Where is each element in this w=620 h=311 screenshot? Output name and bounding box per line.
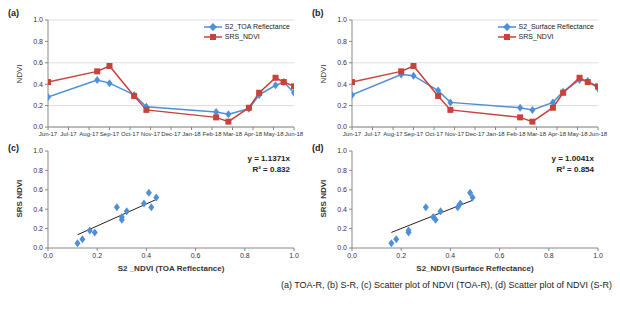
html-text:(c): (c): [8, 143, 19, 153]
svg-text:0.0: 0.0: [33, 244, 43, 251]
svg-text:Oct-17: Oct-17: [425, 131, 444, 137]
svg-text:1.0: 1.0: [337, 16, 347, 23]
html-text:S2_TOA Reflectance: S2_TOA Reflectance: [224, 23, 290, 30]
svg-text:Jul-17: Jul-17: [364, 131, 381, 137]
svg-text:Apr-18: Apr-18: [244, 131, 263, 137]
svg-text:1.0: 1.0: [33, 147, 43, 154]
svg-text:SRS NDVI: SRS NDVI: [319, 180, 328, 218]
svg-text:Sep-17: Sep-17: [404, 131, 424, 137]
svg-text:Oct-17: Oct-17: [121, 131, 140, 137]
html-text:R² = 0.832: R² = 0.832: [252, 165, 290, 174]
svg-text:NDVI: NDVI: [319, 64, 328, 83]
svg-text:0.4: 0.4: [446, 252, 456, 259]
svg-text:0.2: 0.2: [33, 102, 43, 109]
html-text:SRS_NDVI: SRS_NDVI: [518, 33, 554, 40]
svg-text:Jun-17: Jun-17: [343, 131, 362, 137]
html-text:(a): (a): [8, 8, 19, 18]
svg-text:Nov-17: Nov-17: [445, 131, 465, 137]
svg-text:0.6: 0.6: [337, 186, 347, 193]
svg-text:Sep-17: Sep-17: [100, 131, 120, 137]
svg-text:0.4: 0.4: [33, 206, 43, 213]
svg-text:Dec-17: Dec-17: [161, 131, 181, 137]
svg-text:0.6: 0.6: [191, 252, 201, 259]
html-text:y = 1.1371x: y = 1.1371x: [247, 154, 290, 163]
svg-text:Jan-18: Jan-18: [182, 131, 201, 137]
svg-text:SRS NDVI: SRS NDVI: [15, 180, 24, 218]
svg-text:Aug-17: Aug-17: [383, 131, 403, 137]
html-text:(b): (b): [312, 8, 324, 18]
html-text:(a) TOA-R, (b) S-R, (c) Scatte: (a) TOA-R, (b) S-R, (c) Scatter plot of …: [280, 280, 612, 290]
html-text:(d): (d): [312, 143, 324, 153]
svg-text:Jun-18: Jun-18: [589, 131, 608, 137]
svg-text:1.0: 1.0: [593, 252, 603, 259]
svg-text:S2 _NDVI (TOA Reflectance): S2 _NDVI (TOA Reflectance): [118, 264, 225, 273]
svg-text:0.2: 0.2: [92, 252, 102, 259]
svg-text:Dec-17: Dec-17: [465, 131, 485, 137]
svg-text:1.0: 1.0: [337, 147, 347, 154]
svg-text:0.4: 0.4: [142, 252, 152, 259]
svg-text:Jul-17: Jul-17: [60, 131, 77, 137]
svg-text:0.6: 0.6: [337, 59, 347, 66]
svg-text:0.8: 0.8: [544, 252, 554, 259]
svg-text:0.8: 0.8: [337, 167, 347, 174]
svg-text:Jun-17: Jun-17: [39, 131, 58, 137]
svg-text:0.8: 0.8: [240, 252, 250, 259]
html-text:S2_Surface Reflectance: S2_Surface Reflectance: [518, 23, 594, 30]
html-text:y = 1.0041x: y = 1.0041x: [551, 154, 594, 163]
svg-text:Apr-18: Apr-18: [548, 131, 567, 137]
svg-text:1.0: 1.0: [33, 16, 43, 23]
html-text:SRS_NDVI: SRS_NDVI: [224, 33, 260, 40]
svg-text:0.0: 0.0: [337, 244, 347, 251]
svg-text:0.0: 0.0: [337, 123, 347, 130]
svg-text:Jun-18: Jun-18: [285, 131, 304, 137]
html-text:R² = 0.854: R² = 0.854: [556, 165, 594, 174]
svg-text:0.2: 0.2: [337, 225, 347, 232]
svg-text:0.8: 0.8: [33, 38, 43, 45]
svg-text:0.4: 0.4: [337, 206, 347, 213]
svg-text:0.6: 0.6: [33, 186, 43, 193]
svg-text:1.0: 1.0: [289, 252, 299, 259]
svg-text:0.0: 0.0: [33, 123, 43, 130]
svg-text:Jan-18: Jan-18: [486, 131, 505, 137]
svg-text:S2_NDVI (Surface Reflectance): S2_NDVI (Surface Reflectance): [416, 264, 534, 273]
svg-text:0.4: 0.4: [337, 81, 347, 88]
svg-text:May-18: May-18: [567, 131, 588, 137]
svg-text:0.2: 0.2: [396, 252, 406, 259]
svg-text:May-18: May-18: [263, 131, 284, 137]
svg-text:Mar-18: Mar-18: [527, 131, 547, 137]
svg-text:0.2: 0.2: [337, 102, 347, 109]
svg-text:0.2: 0.2: [33, 225, 43, 232]
svg-text:Nov-17: Nov-17: [141, 131, 161, 137]
svg-text:0.8: 0.8: [33, 167, 43, 174]
svg-text:NDVI: NDVI: [15, 64, 24, 83]
svg-text:Feb-18: Feb-18: [202, 131, 222, 137]
svg-text:0.6: 0.6: [495, 252, 505, 259]
svg-text:Aug-17: Aug-17: [79, 131, 99, 137]
svg-text:0.6: 0.6: [33, 59, 43, 66]
svg-text:Feb-18: Feb-18: [506, 131, 526, 137]
svg-text:0.4: 0.4: [33, 81, 43, 88]
svg-text:0.0: 0.0: [43, 252, 53, 259]
svg-text:0.8: 0.8: [337, 38, 347, 45]
svg-text:0.0: 0.0: [347, 252, 357, 259]
svg-text:Mar-18: Mar-18: [223, 131, 243, 137]
